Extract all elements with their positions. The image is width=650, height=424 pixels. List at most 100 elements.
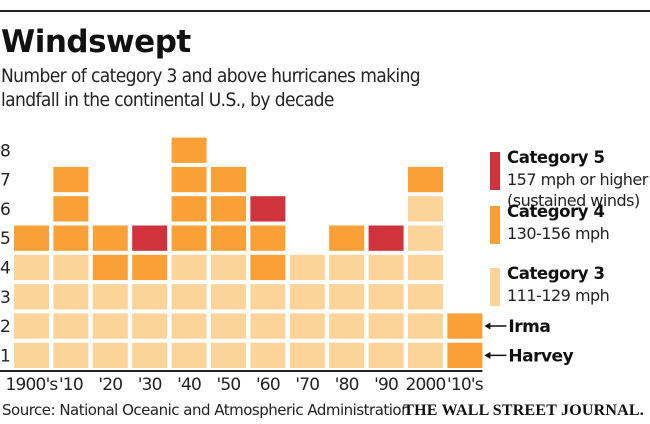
y-tick-label: 6 [0,200,11,220]
y-tick-label: 3 [0,288,11,308]
bar-cell-category-3 [250,313,286,339]
y-tick-label: 7 [0,171,11,191]
bar-cell-category-3 [92,313,128,339]
arrow-head-icon [484,322,491,330]
bar-cell-category-4 [132,254,168,281]
y-tick-label: 2 [0,317,11,337]
bar-cell-category-4 [92,225,128,251]
bar-cell-category-4 [92,254,128,281]
chart-title: Windswept [1,24,191,60]
bar-cell-category-4 [211,166,246,193]
legend-desc: 111-129 mph [507,285,610,306]
x-tick-label: 1900's [6,375,59,395]
y-tick-label: 5 [0,229,11,249]
bar-cell-category-3 [53,254,89,281]
bar-cell-category-3 [289,342,325,368]
bar-cell-category-3 [14,284,49,310]
legend-desc-line: (sustained winds) [507,191,640,210]
bar-cell-category-3 [211,254,246,281]
bar-cell-category-4 [53,225,89,251]
x-axis-ticks: 1900's '10 '20 '30 '40 '50 '60 '70 '80 '90 2000'10… [6,375,485,395]
bar-cell-category-3 [171,284,207,310]
bar-cell-category-3 [132,313,168,339]
bar-cell-category-3 [408,254,443,281]
source-note: Source: National Oceanic and Atmospheric… [2,401,411,419]
bar-cell-category-3 [14,313,49,339]
y-axis-ticks: 1 2 3 4 5 6 7 8 [0,141,11,366]
annotation-label: Irma [508,317,550,337]
bar-cell-category-4 [329,225,365,251]
bar-cell-category-4 [53,166,89,193]
bar-cell-category-3 [329,313,365,339]
bar-cell-category-3 [329,342,365,368]
bar-cell-category-4 [14,225,49,251]
bar-cell-category-3 [368,342,404,368]
bar-cell-category-3 [211,313,246,339]
bar-cell-category-3 [408,313,443,339]
bar-cell-category-3 [14,254,49,281]
bar-cell-category-3 [92,342,128,368]
x-tick-label: '30 [138,375,162,395]
annotation-label: Harvey [508,346,573,366]
x-tick-label: '90 [374,375,398,395]
legend-title: Category 5 [507,148,605,167]
bar-cell-category-3 [408,284,443,310]
bar-cell-category-3 [368,284,404,310]
legend-title: Category 3 [507,264,605,283]
bar-cell-category-4 [250,254,286,281]
bar-cell-category-3 [329,284,365,310]
bar-cell-category-3 [408,225,443,251]
bar-cell-category-3 [53,284,89,310]
bar-cell-category-3 [211,342,246,368]
bar-cell-category-3 [171,342,207,368]
x-tick-label: '10 [59,375,83,395]
x-tick-label: '10's [447,375,484,395]
top-rule [0,10,650,12]
bar-cell-category-5 [250,196,286,222]
bar-cell-category-3 [289,313,325,339]
bar-cell-category-3 [92,284,128,310]
bar-cell-category-4 [211,196,246,222]
arrow-head-icon [484,351,491,359]
bar-cell-category-4 [171,137,207,163]
bar-cell-category-3 [132,342,168,368]
annotations: Harvey Irma [484,317,574,366]
legend-swatch-category-4 [490,206,500,244]
bar-cell-category-3 [368,254,404,281]
x-tick-label: '60 [256,375,280,395]
bar-cell-category-3 [250,284,286,310]
bar-cell-category-3 [171,254,207,281]
legend-desc-line: 157 mph or higher [507,170,648,189]
bar-cell-category-3 [14,342,49,368]
bar-cell-category-3 [408,342,443,368]
bar-cell-category-3 [53,313,89,339]
legend-title: Category 4 [507,202,605,221]
y-tick-label: 1 [0,346,11,366]
publisher-logo: THE WALL STREET JOURNAL. [403,402,644,419]
legend-swatch-category-5 [490,152,500,190]
bar-cells [14,137,483,368]
bar-cell-category-3 [250,342,286,368]
chart-subtitle: Number of category 3 and above hurricane… [1,65,421,111]
bar-cell-category-4 [171,196,207,222]
bar-cell-category-3 [289,254,325,281]
bar-cell-category-4 [53,196,89,222]
bar-cell-category-3 [171,313,207,339]
legend-desc: 130-156 mph [507,223,610,244]
bar-cell-category-4 [211,225,246,251]
bar-cell-category-4 [447,313,483,339]
bar-cell-category-5 [368,225,404,251]
legend-desc-line: 130-156 mph [507,224,610,243]
bar-cell-category-4 [447,342,483,368]
legend-desc: 157 mph or higher (sustained winds) [507,169,648,211]
legend-swatch-category-3 [490,268,500,306]
x-tick-label: '80 [335,375,359,395]
bar-cell-category-4 [171,225,207,251]
bar-cell-category-3 [132,284,168,310]
x-tick-label: '40 [177,375,201,395]
y-tick-label: 8 [0,141,11,161]
x-tick-label: '50 [217,375,241,395]
x-tick-label: '70 [295,375,319,395]
x-tick-label: '20 [98,375,122,395]
